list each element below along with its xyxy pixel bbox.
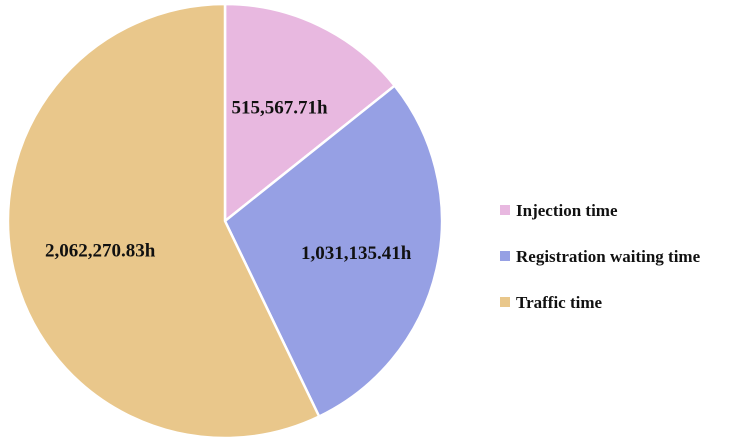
slice-value-label: 515,567.71h bbox=[232, 98, 329, 119]
legend-item: Registration waiting time bbox=[500, 247, 701, 266]
slice-value-label: 2,062,270.83h bbox=[45, 241, 156, 262]
legend-item: Injection time bbox=[500, 201, 618, 220]
legend-swatch bbox=[500, 297, 510, 307]
legend: Injection time Registration waiting time T… bbox=[500, 201, 701, 312]
pie-slices bbox=[6, 2, 444, 440]
pie-slice-injection-time bbox=[223, 2, 396, 223]
pie-slice-traffic-time bbox=[6, 2, 321, 440]
slice-value-label: 1,031,135.41h bbox=[301, 243, 412, 264]
legend-swatch bbox=[500, 205, 510, 215]
pie-slice-registration-waiting-time bbox=[223, 84, 444, 418]
legend-label: Traffic time bbox=[516, 293, 603, 312]
legend-swatch bbox=[500, 251, 510, 261]
legend-label: Injection time bbox=[516, 201, 618, 220]
pie-slice-labels: 515,567.71h 1,031,135.41h 2,062,270.83h bbox=[45, 98, 412, 264]
legend-label: Registration waiting time bbox=[516, 247, 701, 266]
legend-item: Traffic time bbox=[500, 293, 603, 312]
